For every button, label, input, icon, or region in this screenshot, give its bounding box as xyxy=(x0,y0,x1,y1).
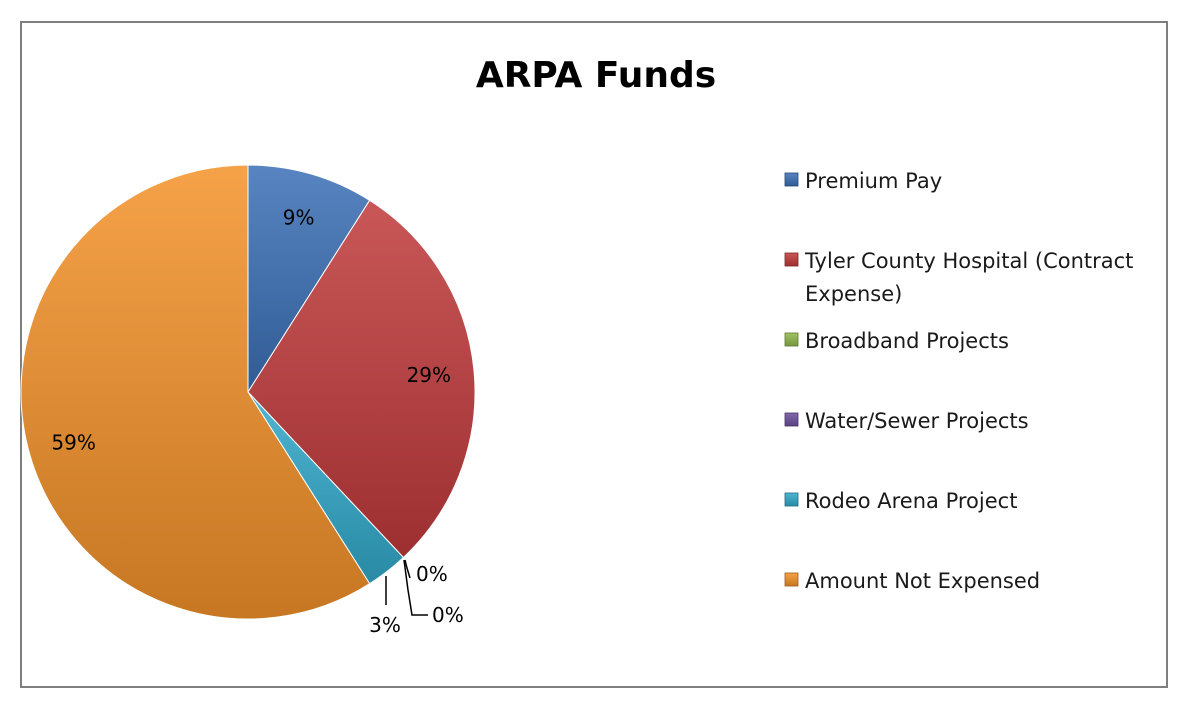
legend-swatch-rodeo-arena-project xyxy=(784,492,799,507)
legend-item-premium-pay: Premium Pay xyxy=(784,169,942,193)
pie-slice-tyler-county-hospital-contract-expense xyxy=(247,199,476,559)
legend-label-broadband-projects: Broadband Projects xyxy=(805,329,1009,353)
slice-label-rodeo-arena-project: 3% xyxy=(369,613,401,637)
legend-item-water-sewer-projects: Water/Sewer Projects xyxy=(784,409,1029,433)
legend-label-premium-pay: Premium Pay xyxy=(805,169,942,193)
legend-label-tyler-county-hospital-contract-expense: Tyler County Hospital (Contract Expense) xyxy=(804,249,1133,306)
legend-swatch-tyler-county-hospital-contract-expense xyxy=(784,252,799,267)
legend-swatch-broadband-projects xyxy=(784,332,799,347)
legend: Premium Pay Tyler County Hospital (Contra… xyxy=(784,169,1133,593)
legend-label-rodeo-arena-project: Rodeo Arena Project xyxy=(805,489,1017,513)
legend-swatch-amount-not-expensed xyxy=(784,572,799,587)
slice-label-tyler-county-hospital-contract-expense: 29% xyxy=(407,363,451,387)
chart-title: ARPA Funds xyxy=(476,55,716,96)
legend-swatch-premium-pay xyxy=(784,172,799,187)
legend-item-broadband-projects: Broadband Projects xyxy=(784,329,1009,353)
pie-slices xyxy=(20,164,476,620)
leader-lines xyxy=(385,559,428,616)
legend-item-amount-not-expensed: Amount Not Expensed xyxy=(784,569,1040,593)
slice-label-water-sewer-projects: 0% xyxy=(432,603,464,627)
slice-label-broadband-projects: 0% xyxy=(416,562,448,586)
legend-label-amount-not-expensed: Amount Not Expensed xyxy=(805,569,1040,593)
pie-slice-amount-not-expensed xyxy=(20,164,371,620)
leader-line-broadband-projects xyxy=(404,559,411,579)
legend-label-water-sewer-projects: Water/Sewer Projects xyxy=(805,409,1029,433)
slice-label-amount-not-expensed: 59% xyxy=(51,431,95,455)
legend-item-rodeo-arena-project: Rodeo Arena Project xyxy=(784,489,1017,513)
legend-swatch-water-sewer-projects xyxy=(784,412,799,427)
slice-label-premium-pay: 9% xyxy=(283,206,315,230)
leader-line-water-sewer-projects xyxy=(403,559,428,616)
legend-item-tyler-county-hospital-contract-expense: Tyler County Hospital (Contract Expense) xyxy=(784,249,1133,306)
pie-slice-premium-pay xyxy=(247,164,371,394)
slice-labels: 9% 29% 0% 0% 3% 59% xyxy=(51,206,463,637)
